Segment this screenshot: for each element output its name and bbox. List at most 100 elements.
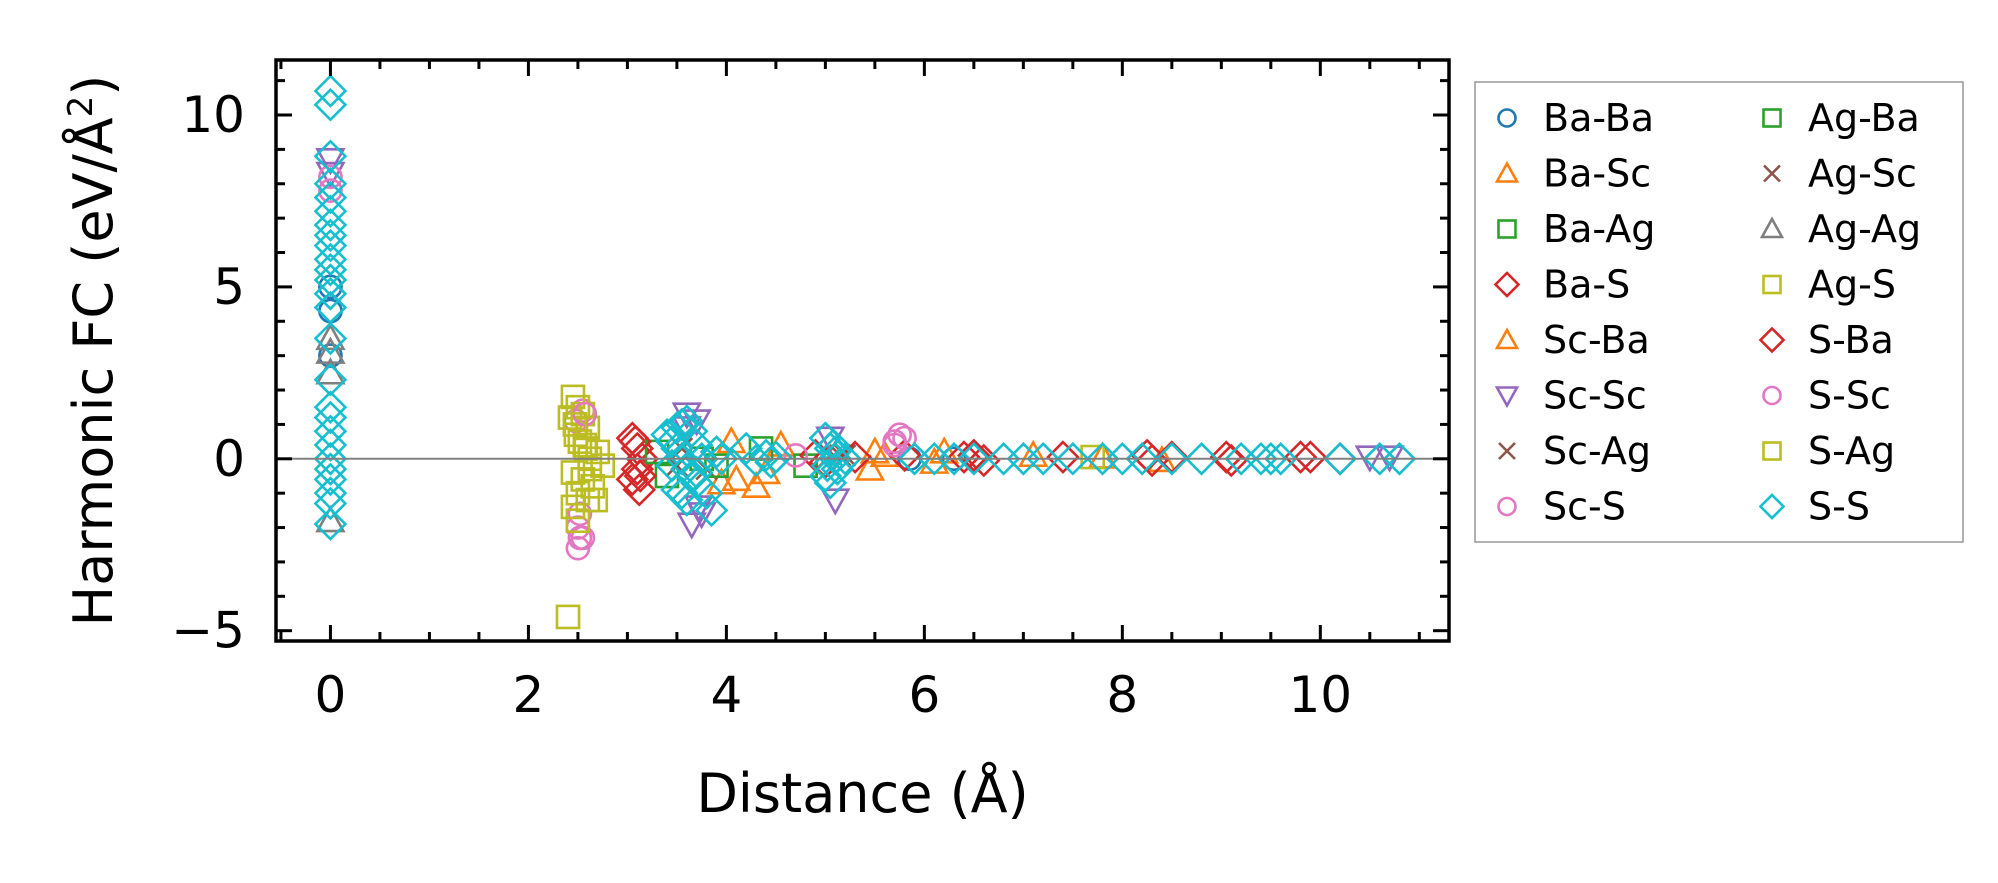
data-point: [313, 276, 348, 311]
legend-marker: [1762, 274, 1782, 295]
data-point: [1135, 443, 1169, 478]
data-point: [882, 432, 908, 458]
data-point: [313, 321, 348, 356]
data-point: [679, 428, 714, 462]
data-point: [313, 252, 348, 287]
series-ba-ba: [318, 274, 967, 472]
legend-entry-ba-s: Ba-S: [1493, 263, 1630, 307]
data-point: [315, 322, 346, 351]
data-point: [1046, 440, 1080, 474]
legend-label: Ag-Ag: [1808, 207, 1921, 251]
data-point: [670, 483, 704, 517]
data-point: [313, 218, 348, 253]
legend-marker: [1758, 326, 1786, 354]
series-s-ba: [618, 424, 1328, 493]
legend-label: Sc-Sc: [1543, 374, 1647, 418]
data-point: [318, 298, 343, 324]
x-axis-label: Distance (Å): [696, 761, 1028, 825]
data-point: [567, 525, 593, 551]
legend-marker: [1758, 493, 1786, 520]
data-point: [555, 604, 581, 630]
data-point: [580, 473, 606, 499]
data-point: [1209, 440, 1244, 474]
series-ag-s: [555, 384, 1105, 630]
data-point: [315, 147, 346, 176]
data-point: [676, 512, 707, 540]
data-point: [1125, 442, 1159, 476]
data-point: [1155, 442, 1189, 476]
data-point: [813, 466, 848, 500]
data-point: [567, 501, 593, 527]
legend-entry-ag-s: Ag-S: [1762, 263, 1896, 307]
data-point: [947, 440, 981, 474]
legend-label: S-Ba: [1808, 318, 1894, 362]
data-point: [313, 390, 348, 425]
data-point: [1214, 443, 1249, 478]
axis-ticks: [276, 60, 1449, 641]
data-point: [313, 74, 348, 108]
data-point: [318, 178, 343, 203]
data-point: [854, 453, 886, 481]
legend-entry-sc-ba: Sc-Ba: [1494, 318, 1650, 362]
legend-box: [1474, 81, 1964, 543]
x-tick-label: 8: [1106, 666, 1138, 724]
legend-marker: [1497, 219, 1517, 239]
data-point: [783, 443, 809, 468]
data-point: [622, 472, 657, 507]
data-point: [313, 442, 348, 476]
legend-marker: [1498, 442, 1516, 460]
legend-label: Ba-Ba: [1543, 96, 1654, 140]
legend-entry-ag-ba: Ag-Ba: [1762, 96, 1920, 140]
data-point: [313, 166, 348, 201]
data-point: [665, 476, 699, 510]
legend-entry-ag-sc: Ag-Sc: [1763, 152, 1917, 196]
legend-marker: [1497, 496, 1517, 517]
data-point: [313, 486, 348, 521]
data-point: [670, 404, 704, 438]
legend-entry-ba-ba: Ba-Ba: [1497, 96, 1654, 140]
x-tick-label: 0: [315, 666, 347, 724]
legend-marker: [1497, 108, 1517, 128]
tick-labels: 0 2 4 6 8 10 −5 0 5 10: [171, 86, 1352, 724]
data-point: [313, 139, 348, 174]
data-point: [674, 414, 709, 449]
data-point: [740, 470, 772, 498]
x-tick-label: 10: [1289, 666, 1353, 724]
legend-marker: [1762, 385, 1782, 406]
y-tick-label: −5: [171, 602, 245, 660]
legend-entry-sc-sc: Sc-Sc: [1494, 374, 1647, 418]
legend-entry-ba-ag: Ba-Ag: [1497, 207, 1655, 251]
data-point: [1323, 442, 1357, 476]
data-point: [699, 435, 734, 469]
legend-label: Ag-Ba: [1808, 96, 1920, 140]
x-tick-label: 6: [908, 666, 940, 724]
legend-label: S-S: [1808, 485, 1870, 529]
legend-entry-s-ba: S-Ba: [1758, 318, 1894, 362]
data-point: [689, 476, 724, 510]
data-point: [729, 431, 763, 466]
y-axis-label-superscript: 2: [61, 96, 101, 118]
data-point: [565, 508, 591, 534]
legend-entry-sc-s: Sc-S: [1497, 485, 1626, 529]
legend-entry-sc-ag: Sc-Ag: [1498, 429, 1651, 473]
data-point: [966, 443, 1001, 478]
data-point: [759, 440, 793, 474]
data-point: [957, 438, 991, 473]
data-point: [313, 194, 348, 229]
data-point: [655, 448, 689, 483]
data-point: [1026, 442, 1060, 476]
legend-label: Ba-S: [1543, 263, 1630, 307]
data-point: [313, 400, 348, 435]
data-point: [816, 428, 851, 462]
data-point: [618, 424, 653, 459]
data-point: [828, 442, 862, 476]
legend-marker: [1762, 441, 1782, 461]
data-point: [313, 414, 348, 449]
data-point: [1184, 442, 1219, 476]
legend-label: Sc-Ba: [1543, 318, 1650, 362]
y-axis-label-main: Harmonic FC (eV/Å: [61, 117, 125, 626]
data-point: [313, 208, 348, 242]
legend-marker: [1493, 271, 1521, 298]
legend-entry-s-sc: S-Sc: [1762, 374, 1891, 418]
